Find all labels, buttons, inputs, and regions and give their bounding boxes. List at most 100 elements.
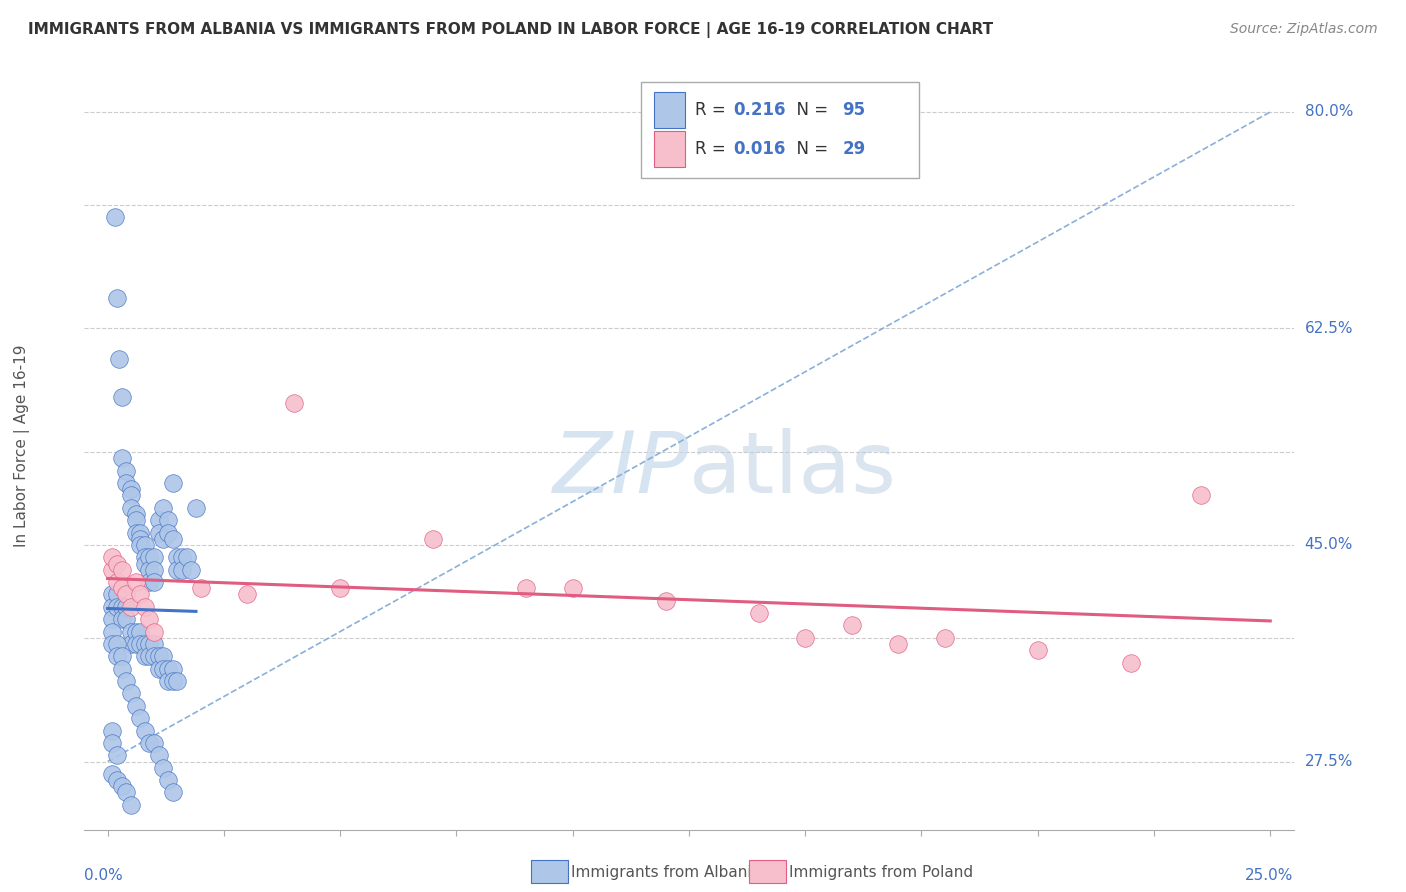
Text: N =: N = bbox=[786, 140, 832, 158]
Text: Immigrants from Poland: Immigrants from Poland bbox=[789, 865, 973, 880]
Point bbox=[166, 563, 188, 577]
Text: R =: R = bbox=[695, 101, 731, 120]
Point bbox=[101, 723, 124, 738]
Point bbox=[115, 464, 138, 478]
Point bbox=[236, 587, 259, 601]
Point bbox=[120, 488, 142, 502]
Point bbox=[115, 599, 138, 614]
Point bbox=[110, 582, 132, 596]
Point bbox=[176, 550, 198, 565]
Point bbox=[105, 575, 128, 590]
Point bbox=[166, 674, 188, 689]
Point bbox=[129, 538, 152, 552]
Point bbox=[120, 797, 142, 812]
Point bbox=[105, 773, 128, 788]
Point bbox=[148, 513, 170, 527]
Point bbox=[162, 785, 184, 799]
Point bbox=[129, 532, 152, 546]
Point bbox=[115, 674, 138, 689]
Point bbox=[105, 587, 128, 601]
Point bbox=[138, 736, 160, 750]
Point bbox=[329, 582, 352, 596]
Point bbox=[124, 698, 146, 713]
Point bbox=[101, 767, 124, 781]
Point bbox=[110, 662, 132, 676]
Point bbox=[162, 476, 184, 491]
Point bbox=[124, 575, 146, 590]
Point bbox=[115, 587, 138, 601]
Text: ZIP: ZIP bbox=[553, 427, 689, 510]
Point bbox=[120, 599, 142, 614]
Point bbox=[162, 674, 184, 689]
Text: 80.0%: 80.0% bbox=[1305, 104, 1353, 120]
Point bbox=[124, 507, 146, 521]
Point bbox=[515, 582, 537, 596]
Point bbox=[934, 631, 956, 645]
Point bbox=[143, 649, 166, 664]
Point bbox=[134, 557, 156, 571]
FancyBboxPatch shape bbox=[654, 130, 685, 168]
Point bbox=[794, 631, 817, 645]
Point bbox=[110, 599, 132, 614]
Point bbox=[148, 662, 170, 676]
Point bbox=[138, 612, 160, 626]
Point bbox=[101, 587, 124, 601]
Point bbox=[138, 637, 160, 651]
Text: atlas: atlas bbox=[689, 427, 897, 510]
Point bbox=[129, 624, 152, 639]
Point bbox=[134, 550, 156, 565]
Text: 0.216: 0.216 bbox=[734, 101, 786, 120]
Point bbox=[180, 563, 202, 577]
Point bbox=[101, 736, 124, 750]
Text: 29: 29 bbox=[842, 140, 866, 158]
Point bbox=[105, 649, 128, 664]
Point bbox=[110, 612, 132, 626]
Point bbox=[143, 637, 166, 651]
Point bbox=[152, 500, 174, 515]
Point bbox=[152, 662, 174, 676]
Point bbox=[110, 779, 132, 793]
Point bbox=[148, 525, 170, 540]
FancyBboxPatch shape bbox=[641, 81, 918, 178]
Point bbox=[134, 723, 156, 738]
Point bbox=[148, 748, 170, 763]
Text: 27.5%: 27.5% bbox=[1305, 754, 1353, 769]
Point bbox=[138, 575, 160, 590]
Text: 45.0%: 45.0% bbox=[1305, 538, 1353, 552]
Point bbox=[162, 662, 184, 676]
Point bbox=[184, 500, 207, 515]
Point bbox=[134, 637, 156, 651]
Point bbox=[105, 291, 128, 305]
Point bbox=[148, 649, 170, 664]
Point bbox=[143, 624, 166, 639]
Point bbox=[115, 785, 138, 799]
FancyBboxPatch shape bbox=[654, 92, 685, 128]
Point bbox=[170, 550, 193, 565]
Point bbox=[1026, 643, 1049, 657]
Point bbox=[748, 606, 770, 620]
Point bbox=[124, 525, 146, 540]
Point bbox=[143, 575, 166, 590]
Point bbox=[101, 624, 124, 639]
Point bbox=[138, 563, 160, 577]
Point bbox=[110, 451, 132, 466]
Point bbox=[152, 532, 174, 546]
Point bbox=[1189, 488, 1212, 502]
Point bbox=[134, 599, 156, 614]
Text: 0.016: 0.016 bbox=[734, 140, 786, 158]
Text: In Labor Force | Age 16-19: In Labor Force | Age 16-19 bbox=[14, 344, 30, 548]
Text: Immigrants from Albania: Immigrants from Albania bbox=[571, 865, 761, 880]
Point bbox=[157, 662, 180, 676]
Point bbox=[110, 563, 132, 577]
Point bbox=[129, 587, 152, 601]
Point bbox=[110, 390, 132, 404]
Text: 0.0%: 0.0% bbox=[84, 869, 124, 883]
Point bbox=[105, 557, 128, 571]
Point bbox=[157, 525, 180, 540]
Point bbox=[101, 599, 124, 614]
Point bbox=[120, 500, 142, 515]
Point bbox=[170, 563, 193, 577]
Point bbox=[887, 637, 910, 651]
Point bbox=[162, 532, 184, 546]
Text: Source: ZipAtlas.com: Source: ZipAtlas.com bbox=[1230, 22, 1378, 37]
